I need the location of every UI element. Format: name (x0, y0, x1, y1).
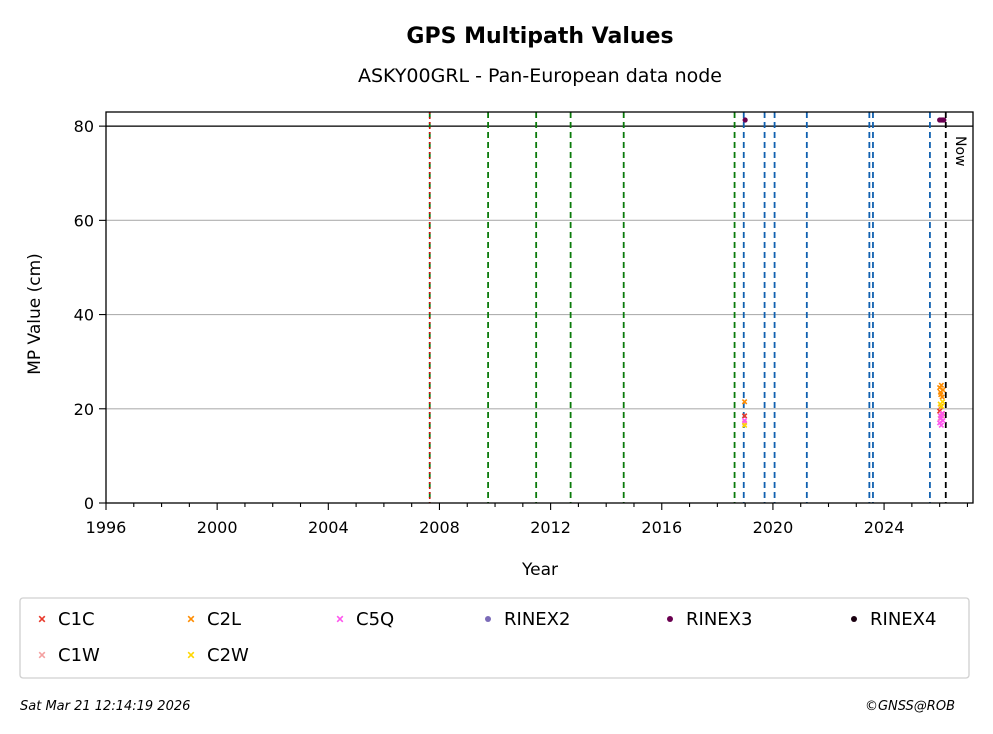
footer-credit: ©GNSS@ROB (865, 699, 955, 714)
legend-marker (667, 616, 673, 622)
x-tick-label: 2000 (197, 518, 238, 537)
plot-frame (105, 111, 974, 504)
legend-label: C2L (207, 609, 241, 630)
data-point-rinex3 (941, 117, 947, 123)
data-point-c2l (940, 387, 946, 393)
legend-marker (187, 651, 195, 659)
x-tick-label: 2012 (530, 518, 571, 537)
data-point-c5q (938, 415, 944, 421)
legend-label: C5Q (356, 609, 394, 630)
data-point-c2l (938, 382, 945, 388)
y-tick-label: 40 (74, 306, 94, 325)
legend: C1C C1W C2L C2W C5Q RINEX2 RINEX3 RINEX4 (38, 609, 936, 666)
legend-label: RINEX3 (686, 609, 752, 630)
legend-marker (187, 615, 195, 623)
event-lines-layer: Now (428, 112, 968, 503)
y-tick-label: 0 (84, 494, 94, 513)
data-point-c2w (741, 422, 748, 429)
x-tick-label: 2024 (864, 518, 905, 537)
legend-item-c5q: C5Q (336, 609, 394, 630)
legend-item-rinex4: RINEX4 (851, 609, 936, 630)
legend-marker (336, 615, 344, 623)
x-tick-label: 2016 (641, 518, 682, 537)
legend-label: C1C (58, 609, 95, 630)
legend-item-rinex2: RINEX2 (485, 609, 570, 630)
y-axis-label: MP Value (cm) (25, 253, 45, 375)
legend-marker (38, 651, 46, 659)
data-point-c5q (939, 410, 945, 417)
x-axis-label: Year (521, 560, 558, 580)
legend-marker (38, 615, 46, 623)
legend-item-c1c: C1C (38, 609, 95, 630)
now-label: Now (952, 136, 968, 167)
legend-label: RINEX4 (870, 609, 936, 630)
chart-subtitle: ASKY00GRL - Pan-European data node (358, 65, 722, 87)
y-tick-label: 80 (74, 117, 94, 136)
legend-box (19, 597, 970, 679)
data-point-c2l (937, 391, 944, 398)
legend-label: C1W (58, 645, 100, 666)
data-point-c5q (938, 422, 945, 429)
grid-layer (106, 125, 973, 410)
y-tick-label: 20 (74, 400, 94, 419)
footer-timestamp: Sat Mar 21 12:14:19 2026 (20, 699, 190, 714)
legend-marker (851, 616, 857, 622)
x-tick-label: 2004 (308, 518, 349, 537)
legend-label: RINEX2 (504, 609, 570, 630)
legend-label: C2W (207, 645, 249, 666)
data-point-rinex3 (742, 117, 748, 123)
data-point-c2w (939, 398, 946, 405)
x-tick-label: 2020 (753, 518, 794, 537)
chart-title: GPS Multipath Values (406, 24, 673, 49)
data-point-c1c (741, 413, 748, 419)
legend-item-rinex3: RINEX3 (667, 609, 752, 630)
legend-item-c1w: C1W (38, 645, 100, 666)
data-points-layer (741, 117, 947, 429)
y-tick-label: 60 (74, 211, 94, 230)
legend-item-c2l: C2L (187, 609, 241, 630)
data-point-c5q (741, 417, 748, 424)
data-point-c2w (938, 403, 945, 410)
x-axis-ticks: 1996 2000 2004 2008 2012 2016 2020 2024 (86, 503, 968, 537)
legend-marker (485, 616, 491, 622)
x-tick-label: 1996 (86, 518, 127, 537)
x-tick-label: 2008 (419, 518, 460, 537)
legend-item-c2w: C2W (187, 645, 249, 666)
data-point-c2l (741, 398, 748, 405)
y-axis-ticks: 0 20 40 60 80 (74, 117, 106, 513)
